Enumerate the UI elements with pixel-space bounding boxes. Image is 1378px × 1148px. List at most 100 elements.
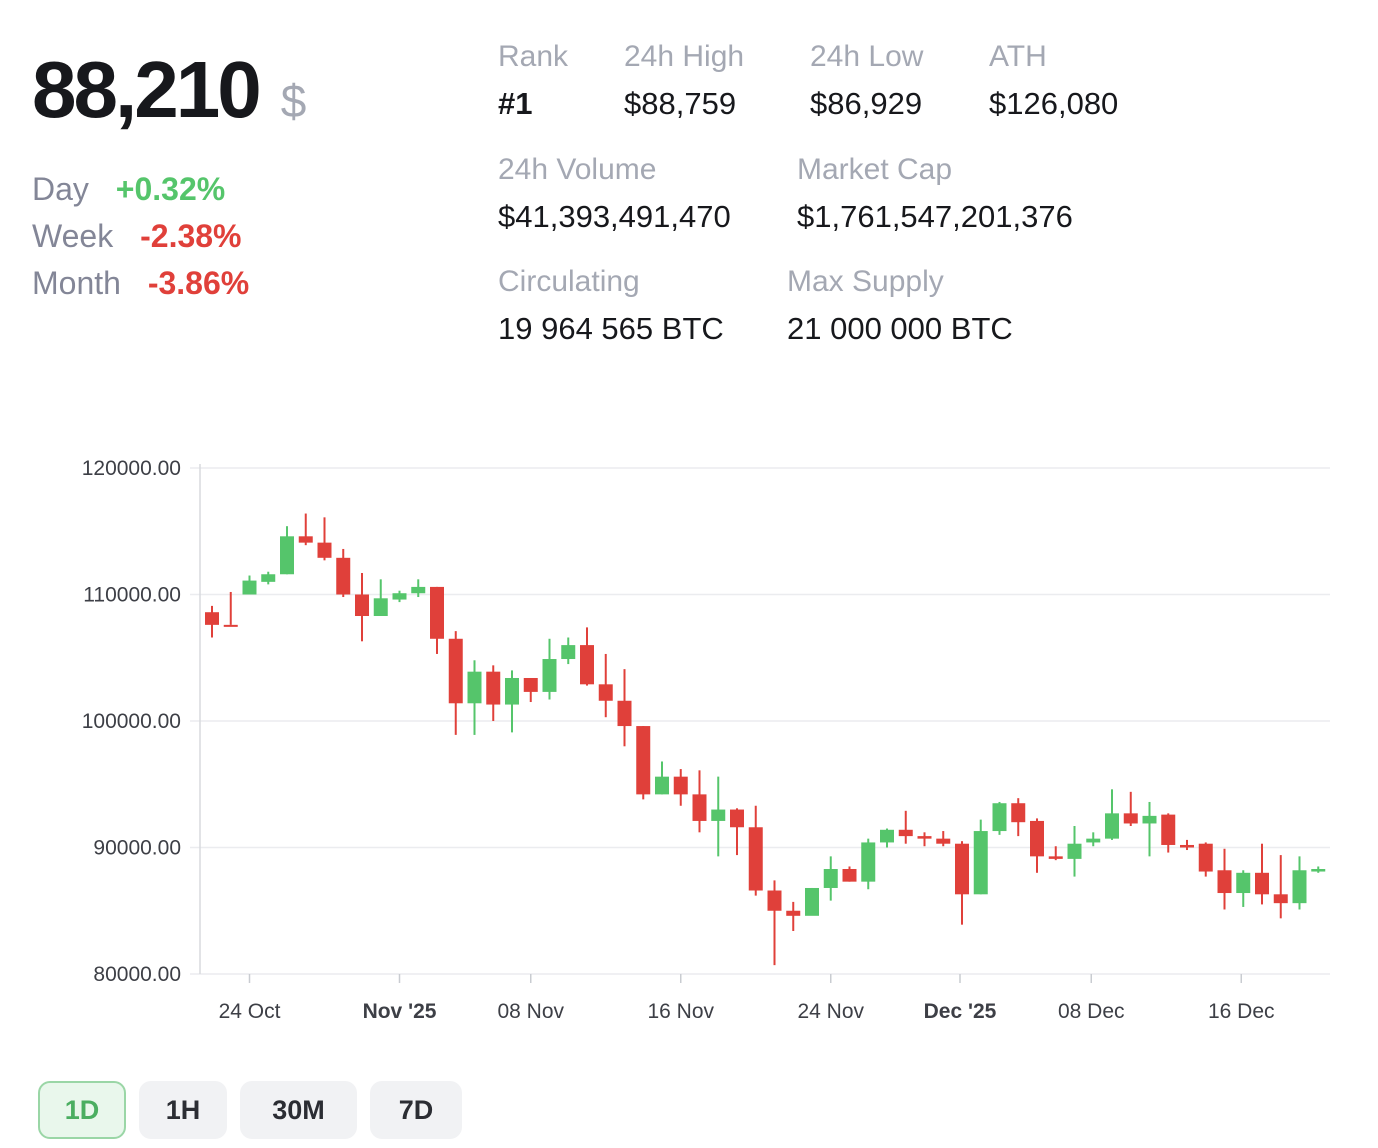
candle-body	[1161, 814, 1176, 845]
candle-body	[430, 586, 444, 639]
stat-rank-label: Rank	[498, 40, 569, 73]
candle-body	[636, 726, 651, 795]
price-value: 88,210	[32, 45, 262, 134]
candle-body	[1311, 869, 1326, 872]
candle-body	[373, 598, 388, 617]
stat-circulating-value: 19 964 565 BTC	[498, 311, 724, 346]
price-display: 88,210 $	[32, 50, 306, 130]
candle-body	[711, 809, 726, 821]
candle-body	[1217, 870, 1232, 894]
candle-body	[298, 536, 313, 543]
candle-body	[786, 910, 801, 916]
stat-max-supply: Max Supply 21 000 000 BTC	[787, 265, 1013, 346]
x-tick-label: 16 Nov	[647, 1000, 714, 1023]
candle-body	[1030, 820, 1044, 857]
candle-body	[392, 593, 407, 600]
stat-ath: ATH $126,080	[989, 40, 1118, 121]
y-tick-label: 90000.00	[93, 837, 181, 860]
candle-body	[1255, 872, 1269, 895]
candle-body	[1236, 872, 1251, 894]
candle-body	[542, 659, 557, 692]
candle-body	[748, 827, 763, 891]
stat-24h-low-label: 24h Low	[810, 40, 924, 73]
candle-body	[655, 776, 669, 795]
candle-body	[692, 794, 707, 821]
change-week: Week -2.38%	[32, 215, 249, 262]
candle-body	[617, 700, 632, 727]
stat-market-cap: Market Cap $1,761,547,201,376	[797, 153, 1073, 234]
stat-rank: Rank #1	[498, 40, 568, 121]
x-tick-label: Dec '25	[924, 1000, 997, 1023]
candle-body	[973, 831, 988, 895]
stat-24h-low-value: $86,929	[810, 86, 923, 121]
candle-body	[673, 776, 688, 795]
candle-body	[1123, 813, 1138, 824]
candle-body	[223, 624, 238, 627]
stat-market-cap-value: $1,761,547,201,376	[797, 199, 1073, 234]
candle-body	[992, 803, 1007, 832]
stat-24h-high: 24h High $88,759	[624, 40, 744, 121]
tab-1d[interactable]: 1D	[38, 1081, 126, 1139]
candle-body	[1011, 803, 1026, 823]
stat-24h-high-value: $88,759	[624, 86, 737, 121]
candle-body	[955, 843, 969, 895]
price-chart[interactable]: 120000.00 110000.00 100000.00 90000.00 80000…	[0, 440, 1378, 1040]
price-changes: Day +0.32% Week -2.38% Month -3.86%	[32, 168, 249, 309]
candle-body	[280, 536, 294, 575]
x-tick-label: 08 Dec	[1058, 1000, 1125, 1023]
x-tick-label: 24 Oct	[219, 1000, 281, 1023]
candle-body	[898, 829, 913, 837]
change-day-label: Day	[32, 171, 89, 207]
y-tick-label: 110000.00	[83, 584, 181, 607]
candle-body	[317, 542, 332, 558]
x-tick-label: 24 Nov	[797, 1000, 864, 1023]
stat-circulating-label: Circulating	[498, 265, 640, 298]
y-tick-label: 120000.00	[82, 457, 181, 480]
x-tick-label: 08 Nov	[497, 1000, 564, 1023]
candle-body	[842, 869, 857, 882]
change-day-value: +0.32%	[115, 171, 226, 207]
x-tick-label: Nov '25	[363, 1000, 437, 1023]
stat-circulating: Circulating 19 964 565 BTC	[498, 265, 724, 346]
candle-body	[1086, 838, 1101, 843]
candle-body	[1067, 843, 1082, 859]
candle-body	[880, 829, 894, 843]
candle-body	[936, 838, 951, 844]
candle-body	[861, 842, 876, 882]
stat-volume: 24h Volume $41,393,491,470	[498, 153, 731, 234]
change-day: Day +0.32%	[32, 168, 249, 215]
candle-body	[1105, 813, 1119, 839]
tab-30m[interactable]: 30M	[240, 1081, 357, 1139]
candle-body	[1142, 815, 1157, 824]
candle-body	[561, 645, 576, 660]
change-month-label: Month	[32, 265, 121, 301]
candle-body	[730, 809, 744, 828]
candle-body	[580, 645, 594, 685]
change-week-value: -2.38%	[140, 218, 242, 254]
candle-body	[505, 677, 519, 705]
candle-body	[598, 684, 613, 701]
x-tick-label: 16 Dec	[1208, 1000, 1275, 1023]
stat-market-cap-label: Market Cap	[797, 153, 953, 186]
candle-body	[411, 586, 426, 594]
stat-rank-value: #1	[498, 86, 533, 121]
candle-body	[242, 580, 257, 595]
stat-24h-low: 24h Low $86,929	[810, 40, 923, 121]
stat-volume-value: $41,393,491,470	[498, 199, 731, 234]
candle-body	[467, 671, 482, 704]
candle-body	[1048, 856, 1063, 859]
candle-body	[1273, 894, 1288, 904]
candle-body	[261, 574, 276, 582]
tab-1h[interactable]: 1H	[139, 1081, 227, 1139]
candle-body	[523, 677, 538, 692]
stat-volume-label: 24h Volume	[498, 153, 657, 186]
change-month-value: -3.86%	[147, 265, 250, 301]
candle-body	[917, 836, 932, 839]
change-month: Month -3.86%	[32, 262, 249, 309]
y-tick-label: 80000.00	[93, 963, 181, 986]
change-week-label: Week	[32, 218, 114, 254]
stat-ath-value: $126,080	[989, 86, 1119, 121]
tab-7d[interactable]: 7D	[370, 1081, 462, 1139]
stat-24h-high-label: 24h High	[624, 40, 745, 73]
price-currency: $	[280, 75, 307, 127]
